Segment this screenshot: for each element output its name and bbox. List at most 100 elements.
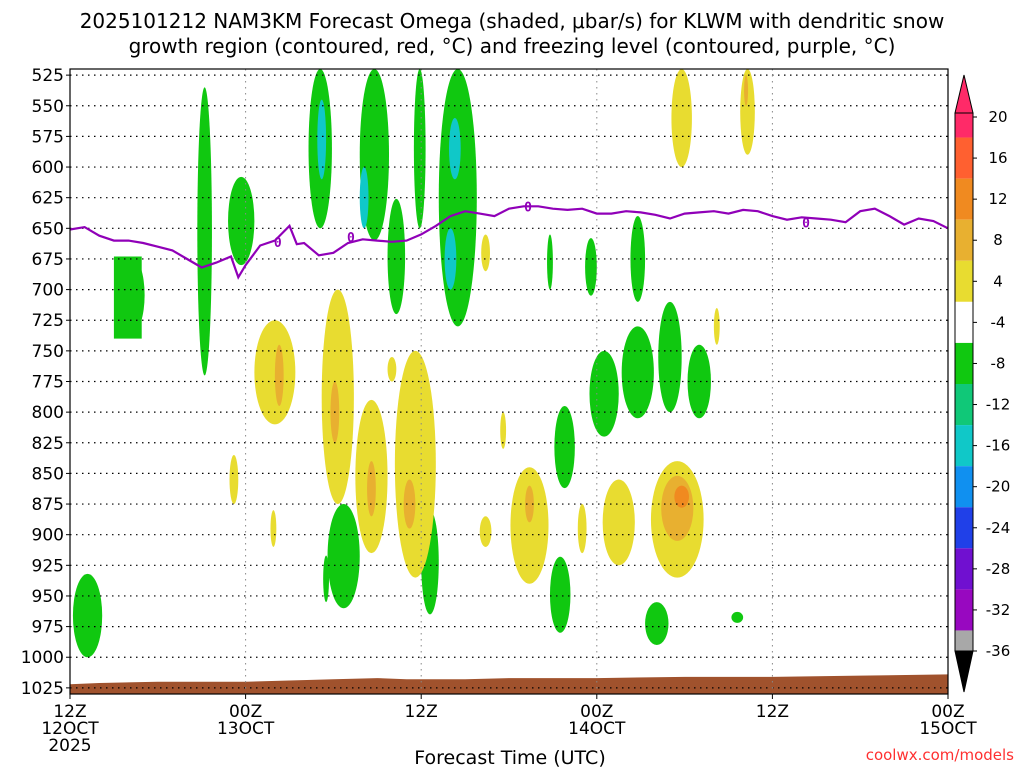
y-tick-label-525: 525	[32, 66, 64, 86]
y-tick-label-975: 975	[32, 618, 64, 638]
omega-region-43	[744, 75, 749, 106]
colorbar-swatch-8	[955, 425, 973, 467]
omega-region-46	[229, 455, 239, 505]
colorbar-label-9: -20	[986, 478, 1011, 496]
colorbar-label-10: -24	[986, 519, 1011, 537]
colorbar-swatch-5	[955, 301, 973, 343]
grid-lines	[70, 69, 948, 694]
omega-region-16	[589, 350, 619, 437]
colorbar-label-5: -4	[991, 313, 1006, 331]
omega-region-36	[525, 485, 534, 523]
omega-region-2	[197, 87, 212, 376]
colorbar-swatch-4	[955, 260, 973, 302]
omega-region-25	[645, 602, 669, 645]
colorbar-swatch-1	[955, 137, 973, 179]
omega-region-23	[323, 555, 330, 603]
omega-region-44	[387, 356, 397, 382]
y-tick-label-1025: 1025	[21, 679, 64, 699]
freezing-level-label-1: 0	[347, 231, 355, 246]
y-tick-label-550: 550	[32, 97, 64, 117]
chart-title: 2025101212 NAM3KM Forecast Omega (shaded…	[80, 9, 945, 58]
x-tick-label-24-1: 12Z	[405, 702, 438, 722]
x-tick-label-60-1: 00Z	[931, 702, 964, 722]
colorbar-label-4: 4	[993, 272, 1003, 290]
x-tick-label-60-2: 15OCT	[919, 719, 977, 739]
terrain-ground	[70, 674, 948, 694]
y-tick-label-1000: 1000	[21, 648, 64, 668]
omega-rect-region-0	[113, 256, 142, 339]
omega-region-5	[317, 99, 327, 180]
omega-region-21	[327, 504, 360, 609]
plot-area	[70, 69, 948, 694]
y-tick-label-800: 800	[32, 403, 64, 423]
y-tick-label-925: 925	[32, 556, 64, 576]
omega-region-17	[621, 326, 654, 419]
colorbar-label-3: 8	[993, 231, 1003, 249]
colorbar-legend: 20 16 12 8 4 -4 -8 -12 -16 -20 -24 -28 -32 -36	[954, 74, 1011, 693]
omega-region-32	[367, 461, 376, 517]
colorbar-swatch-6	[955, 342, 973, 384]
colorbar-label-6: -8	[991, 354, 1006, 372]
y-tick-label-775: 775	[32, 373, 64, 393]
y-tick-label-875: 875	[32, 495, 64, 515]
omega-region-24	[549, 556, 571, 633]
freezing-level-label-0: 0	[274, 236, 282, 251]
omega-region-11	[449, 118, 461, 180]
omega-region-10	[438, 69, 477, 327]
y-tick-label-825: 825	[32, 434, 64, 454]
omega-region-49	[500, 412, 507, 449]
y-tick-label-725: 725	[32, 311, 64, 331]
omega-region-12	[444, 228, 457, 290]
colorbar-bottom-arrow	[954, 650, 974, 693]
colorbar-label-11: -28	[986, 560, 1011, 578]
colorbar-swatch-7	[955, 384, 973, 426]
omega-region-50	[270, 510, 277, 547]
colorbar-border	[954, 112, 974, 652]
omega-region-51	[713, 307, 720, 345]
freezing-level-contour: 0 0 0 0	[69, 200, 949, 280]
y-tick-label-900: 900	[32, 526, 64, 546]
omega-region-9	[413, 69, 426, 229]
colorbar-label-2: 12	[988, 190, 1007, 208]
freezing-level-line	[69, 205, 949, 280]
colorbar-label-1: 16	[988, 149, 1007, 167]
omega-region-47	[479, 516, 492, 547]
omega-region-48	[577, 504, 587, 554]
credit-text: coolwx.com/models	[866, 746, 1014, 764]
omega-region-41	[671, 69, 692, 168]
x-tick-label-0-1: 12Z	[53, 702, 86, 722]
x-tick-label-36-2: 14OCT	[568, 719, 626, 739]
colorbar-swatch-3	[955, 219, 973, 261]
omega-region-0	[72, 573, 103, 658]
colorbar-swatch-13	[955, 630, 973, 651]
freezing-level-label-2: 0	[524, 200, 532, 215]
x-tick-label-48-1: 12Z	[756, 702, 789, 722]
omega-region-37	[602, 479, 635, 566]
omega-region-3	[228, 176, 255, 266]
omega-region-8	[387, 198, 406, 315]
y-tick-label-575: 575	[32, 127, 64, 147]
x-tick-label-0-3: 2025	[48, 736, 91, 756]
colorbar-swatch-0	[955, 113, 973, 138]
y-axis-pressure-levels: 525 550 575 600 625 650 675 700 725 750 775 800 825 8…	[21, 66, 70, 699]
colorbar-swatch-2	[955, 178, 973, 220]
x-tick-label-12-1: 00Z	[229, 702, 262, 722]
y-tick-label-650: 650	[32, 219, 64, 239]
colorbar-swatch-10	[955, 507, 973, 549]
y-tick-label-950: 950	[32, 587, 64, 607]
colorbar-swatch-11	[955, 548, 973, 590]
y-tick-label-750: 750	[32, 342, 64, 362]
colorbar-swatch-12	[955, 589, 973, 631]
y-tick-label-700: 700	[32, 281, 64, 301]
omega-region-35	[510, 467, 549, 584]
x-axis-label: Forecast Time (UTC)	[414, 747, 605, 768]
x-tick-label-0-2: 12OCT	[41, 719, 99, 739]
title-line-1: 2025101212 NAM3KM Forecast Omega (shaded…	[80, 9, 945, 33]
omega-region-33	[394, 350, 436, 578]
omega-region-26	[731, 611, 744, 623]
x-tick-label-12-2: 13OCT	[217, 719, 275, 739]
x-tick-label-36-1: 00Z	[580, 702, 613, 722]
omega-region-19	[687, 344, 711, 419]
colorbar-swatch-9	[955, 466, 973, 508]
